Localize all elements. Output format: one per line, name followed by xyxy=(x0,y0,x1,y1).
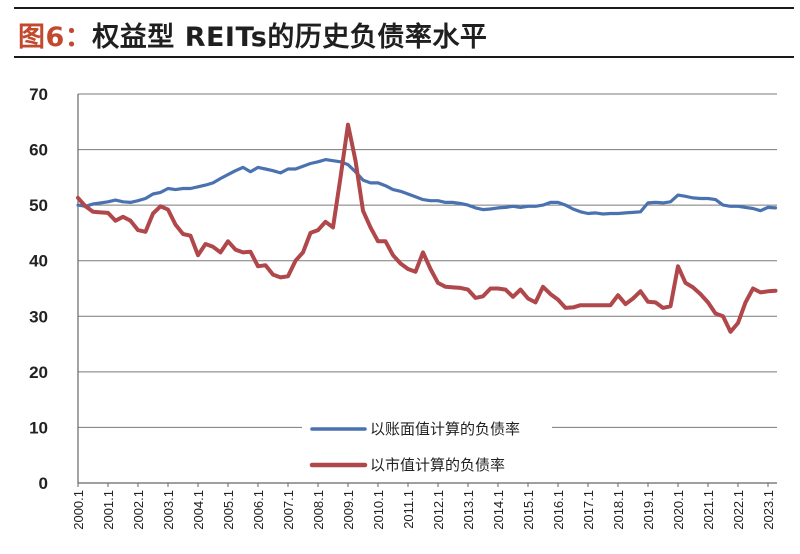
x-tick-label: 2000.1 xyxy=(71,490,86,530)
x-tick-label: 2005.1 xyxy=(221,490,236,530)
x-tick-label: 2015.1 xyxy=(521,490,536,530)
y-tick-label: 50 xyxy=(29,196,48,215)
y-tick-label: 0 xyxy=(39,474,48,493)
title-top-rule xyxy=(14,7,794,9)
y-tick-label: 70 xyxy=(29,85,48,104)
x-tick-label: 2008.1 xyxy=(311,490,326,530)
x-tick-label: 2016.1 xyxy=(551,490,566,530)
y-tick-label: 40 xyxy=(29,252,48,271)
y-axis: 0 10 20 30 40 50 60 70 xyxy=(29,85,48,493)
x-tick-label: 2007.1 xyxy=(281,490,296,530)
y-tick-label: 10 xyxy=(29,418,48,437)
x-tick-label: 2022.1 xyxy=(731,490,746,530)
x-tick-label: 2002.1 xyxy=(131,490,146,530)
x-tick-label: 2004.1 xyxy=(191,490,206,530)
y-tick-label: 20 xyxy=(29,363,48,382)
y-tick-label: 60 xyxy=(29,141,48,160)
legend-label-1: 以账面值计算的负债率 xyxy=(370,420,520,438)
x-tick-label: 2003.1 xyxy=(161,490,176,530)
x-tick-label: 2006.1 xyxy=(251,490,266,530)
figure-label: 图6： xyxy=(18,22,93,53)
x-tick-label: 2014.1 xyxy=(491,490,506,530)
x-tick-label: 2009.1 xyxy=(341,490,356,530)
figure-title: 图6：权益型 REITs的历史负债率水平 xyxy=(18,15,487,54)
y-tick-label: 30 xyxy=(29,307,48,326)
series-line-1 xyxy=(76,158,778,216)
x-axis: 2000.1 2001.1 2002.1 2003.1 2004.1 2005.1 2006… xyxy=(71,483,776,530)
figure-title-text: 权益型 REITs的历史负债率水平 xyxy=(92,22,488,53)
series-lines xyxy=(76,122,778,334)
series-line-2 xyxy=(76,122,778,334)
x-tick-label: 2021.1 xyxy=(701,490,716,530)
x-tick-label: 2023.1 xyxy=(761,490,776,530)
title-bar: 图6：权益型 REITs的历史负债率水平 xyxy=(0,0,800,60)
x-tick-label: 2020.1 xyxy=(671,490,686,530)
x-tick-label: 2010.1 xyxy=(371,490,386,530)
x-tick-label: 2013.1 xyxy=(461,490,476,530)
legend-label-2: 以市值计算的负债率 xyxy=(370,456,505,474)
x-tick-label: 2011.1 xyxy=(401,490,416,529)
x-tick-label: 2017.1 xyxy=(581,490,596,530)
x-tick-label: 2019.1 xyxy=(641,490,656,530)
x-tick-label: 2018.1 xyxy=(611,490,626,530)
x-tick-label: 2012.1 xyxy=(431,490,446,530)
x-tick-label: 2001.1 xyxy=(101,490,116,530)
title-bottom-rule xyxy=(14,56,794,58)
